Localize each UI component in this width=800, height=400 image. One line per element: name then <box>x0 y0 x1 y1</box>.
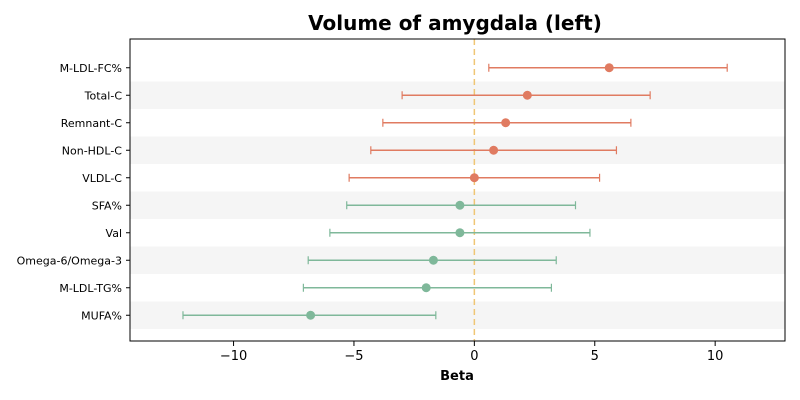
y-tick-label: Omega-6/Omega-3 <box>17 254 122 267</box>
beta-point <box>469 173 479 183</box>
x-tick-label: −5 <box>344 349 363 364</box>
beta-point <box>604 63 614 73</box>
plot-frame <box>129 38 786 342</box>
beta-point <box>455 228 465 238</box>
y-tick-label: SFA% <box>92 199 122 212</box>
y-tick-label: Val <box>106 227 122 240</box>
beta-point <box>501 118 511 128</box>
y-tick-label: M-LDL-FC% <box>60 62 122 75</box>
beta-point <box>489 145 499 155</box>
x-tick-label: 10 <box>707 349 724 364</box>
beta-point <box>421 283 431 293</box>
y-axis: M-LDL-FC% Total-C Remnant-C Non-HDL-C VLDL-C… <box>17 62 130 322</box>
x-tick-label: −10 <box>220 349 247 364</box>
x-axis: −10 −5 0 5 10 <box>220 341 724 364</box>
y-tick-label: Remnant-C <box>61 117 123 130</box>
x-tick-label: 5 <box>591 349 599 364</box>
y-tick-label: Total-C <box>84 89 123 102</box>
y-tick-label: M-LDL-TG% <box>59 282 122 295</box>
beta-point <box>306 310 316 320</box>
beta-point <box>522 90 532 100</box>
beta-point <box>455 200 465 210</box>
chart-title: Volume of amygdala (left) <box>308 11 602 35</box>
beta-point <box>428 255 438 265</box>
y-tick-label: Non-HDL-C <box>62 144 123 157</box>
y-tick-label: VLDL-C <box>82 172 122 185</box>
plot-marks <box>182 63 728 320</box>
y-tick-label: MUFA% <box>81 309 122 322</box>
x-tick-label: 0 <box>470 349 478 364</box>
x-axis-label: Beta <box>440 369 474 384</box>
